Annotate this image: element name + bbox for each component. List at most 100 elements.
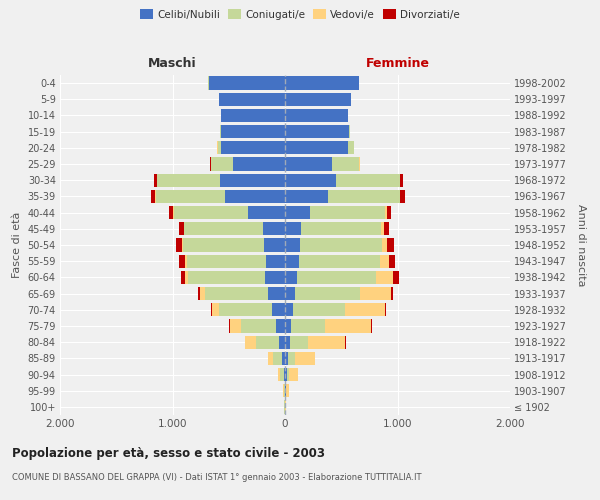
Bar <box>295 352 316 365</box>
Bar <box>241 320 276 332</box>
Y-axis label: Anni di nascita: Anni di nascita <box>577 204 586 286</box>
Bar <box>212 303 218 316</box>
Bar <box>264 238 285 252</box>
Bar <box>332 158 359 170</box>
Bar <box>285 141 348 154</box>
Bar <box>285 254 299 268</box>
Bar <box>335 174 400 187</box>
Bar <box>285 222 301 235</box>
Bar <box>276 320 285 332</box>
Bar <box>220 174 285 187</box>
Bar <box>298 270 376 284</box>
Bar <box>176 238 182 252</box>
Bar <box>205 287 268 300</box>
Bar <box>218 303 271 316</box>
Bar <box>184 222 263 235</box>
Bar <box>299 238 382 252</box>
Bar <box>169 206 173 220</box>
Bar <box>218 92 285 106</box>
Text: Maschi: Maschi <box>148 57 197 70</box>
Bar <box>221 125 285 138</box>
Bar <box>385 303 386 316</box>
Bar <box>273 352 282 365</box>
Bar <box>218 141 221 154</box>
Bar <box>388 238 394 252</box>
Bar <box>183 238 264 252</box>
Bar <box>221 141 285 154</box>
Bar <box>187 254 266 268</box>
Bar <box>226 190 285 203</box>
Bar <box>285 270 298 284</box>
Bar <box>344 303 385 316</box>
Bar <box>391 287 393 300</box>
Bar <box>285 320 291 332</box>
Bar <box>385 206 387 220</box>
Bar <box>290 336 308 349</box>
Bar <box>181 270 185 284</box>
Bar <box>384 222 389 235</box>
Bar <box>285 92 352 106</box>
Bar <box>271 303 285 316</box>
Bar <box>278 368 280 381</box>
Bar <box>173 206 248 220</box>
Bar <box>285 352 288 365</box>
Bar <box>268 287 285 300</box>
Bar <box>389 254 395 268</box>
Bar <box>308 336 345 349</box>
Y-axis label: Fasce di età: Fasce di età <box>12 212 22 278</box>
Bar <box>198 287 199 300</box>
Bar <box>282 352 285 365</box>
Bar <box>265 270 285 284</box>
Bar <box>151 190 155 203</box>
Bar <box>279 336 285 349</box>
Bar <box>268 352 273 365</box>
Bar <box>299 254 380 268</box>
Bar <box>182 238 183 252</box>
Bar <box>285 287 295 300</box>
Bar <box>209 76 285 90</box>
Bar <box>263 222 285 235</box>
Bar <box>285 190 328 203</box>
Bar <box>400 190 405 203</box>
Bar <box>285 238 299 252</box>
Bar <box>280 368 284 381</box>
Bar <box>285 109 348 122</box>
Bar <box>285 206 310 220</box>
Bar <box>248 206 285 220</box>
Bar <box>325 320 371 332</box>
Bar <box>285 76 359 90</box>
Bar <box>285 368 287 381</box>
Bar <box>256 336 279 349</box>
Bar <box>285 336 290 349</box>
Bar <box>349 125 350 138</box>
Bar <box>361 287 391 300</box>
Bar <box>199 287 205 300</box>
Bar <box>376 270 393 284</box>
Bar <box>301 222 380 235</box>
Bar <box>266 254 285 268</box>
Text: Popolazione per età, sesso e stato civile - 2003: Popolazione per età, sesso e stato civil… <box>12 448 325 460</box>
Bar <box>179 254 185 268</box>
Bar <box>285 303 293 316</box>
Bar <box>380 222 384 235</box>
Text: Femmine: Femmine <box>365 57 430 70</box>
Bar <box>348 141 353 154</box>
Bar <box>400 174 403 187</box>
Bar <box>387 206 391 220</box>
Bar <box>310 206 385 220</box>
Bar <box>293 303 344 316</box>
Bar <box>382 238 388 252</box>
Bar <box>285 174 335 187</box>
Bar <box>245 336 256 349</box>
Bar <box>179 222 184 235</box>
Bar <box>285 158 332 170</box>
Bar <box>288 352 295 365</box>
Bar <box>221 109 285 122</box>
Text: COMUNE DI BASSANO DEL GRAPPA (VI) - Dati ISTAT 1° gennaio 2003 - Elaborazione TU: COMUNE DI BASSANO DEL GRAPPA (VI) - Dati… <box>12 472 421 482</box>
Bar <box>230 320 241 332</box>
Bar <box>154 174 157 187</box>
Bar <box>291 320 325 332</box>
Bar <box>285 125 349 138</box>
Bar <box>185 254 187 268</box>
Bar <box>287 368 289 381</box>
